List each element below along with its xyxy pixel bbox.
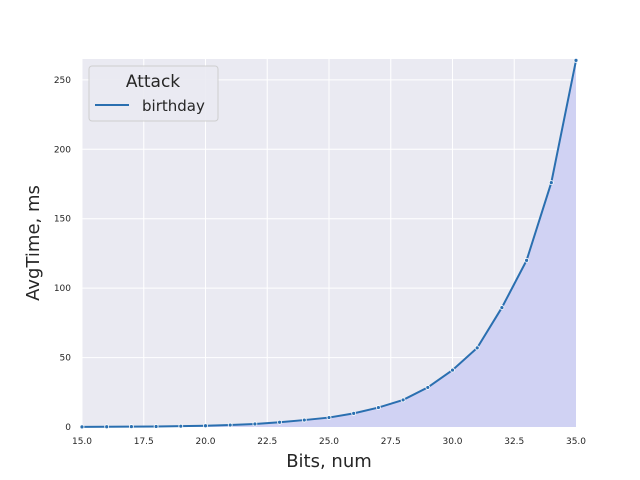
y-tick-label: 200 <box>54 145 71 155</box>
data-point <box>104 424 110 430</box>
y-tick-label: 50 <box>60 354 72 364</box>
data-point <box>474 345 480 351</box>
data-point <box>573 57 579 63</box>
x-tick-labels: 15.0 17.5 20.0 22.5 25.0 27.5 30.0 32.5 35.0 <box>72 437 586 447</box>
data-point <box>79 424 85 430</box>
x-tick-label: 35.0 <box>566 437 586 447</box>
x-tick-label: 25.0 <box>319 437 339 447</box>
data-point <box>400 397 406 403</box>
y-tick-label: 250 <box>54 76 71 86</box>
y-tick-label: 150 <box>54 215 71 225</box>
x-axis-title: Bits, num <box>286 451 372 472</box>
y-tick-label: 100 <box>54 284 71 294</box>
markers <box>79 57 579 430</box>
data-point <box>499 305 505 310</box>
data-point <box>375 405 381 410</box>
legend-box <box>88 65 219 122</box>
x-tick-label: 32.5 <box>504 437 524 447</box>
data-point <box>153 424 159 429</box>
x-tick-label: 15.0 <box>72 437 92 447</box>
area-fill <box>82 60 576 427</box>
legend: Attack birthday <box>88 65 219 122</box>
y-axis-title: AvgTime, ms <box>23 185 44 301</box>
y-tick-labels: 0 50 100 150 200 250 <box>54 76 71 433</box>
data-point <box>548 180 554 185</box>
x-tick-label: 17.5 <box>134 437 154 447</box>
data-point <box>301 417 307 423</box>
data-point <box>524 257 529 263</box>
x-tick-label: 27.5 <box>381 437 401 447</box>
data-point <box>326 415 332 420</box>
data-point <box>450 367 455 373</box>
data-point <box>351 410 357 416</box>
data-point <box>425 385 431 390</box>
x-tick-label: 30.0 <box>442 437 462 447</box>
data-point <box>227 422 233 428</box>
data-point <box>178 423 184 429</box>
data-point <box>277 419 283 425</box>
x-tick-label: 22.5 <box>257 437 277 447</box>
legend-title: Attack <box>126 72 180 92</box>
data-point <box>203 423 208 429</box>
data-point <box>252 421 258 427</box>
data-point <box>128 424 134 429</box>
y-tick-label: 0 <box>65 423 71 433</box>
legend-label-birthday: birthday <box>142 97 205 115</box>
x-tick-label: 20.0 <box>195 437 215 447</box>
